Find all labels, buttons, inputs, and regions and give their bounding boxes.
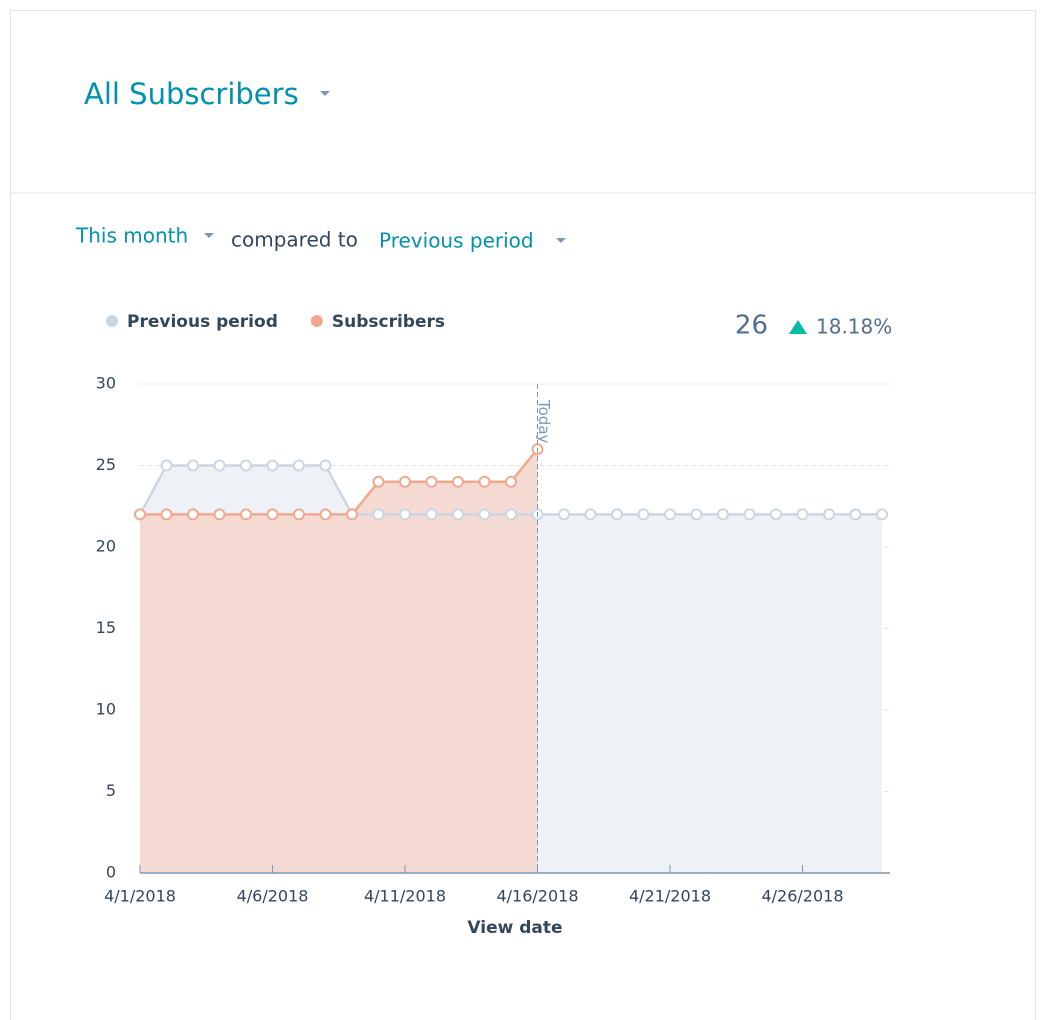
point	[160, 508, 173, 521]
point	[876, 508, 888, 521]
summary-total: 26	[735, 311, 768, 341]
area	[140, 449, 538, 873]
compared-label: compared to	[231, 228, 358, 252]
point	[134, 508, 146, 521]
caret[interactable]	[320, 91, 330, 96]
x-tick-label: 4/11/2018	[364, 887, 446, 906]
card	[10, 10, 1036, 1020]
up-arrow	[789, 320, 807, 334]
y-tick-label: 25	[96, 455, 116, 474]
point	[425, 508, 438, 521]
point	[823, 508, 835, 521]
point	[372, 475, 385, 488]
point	[187, 459, 199, 472]
y-tick-label: 5	[106, 781, 116, 800]
y-tick-label: 0	[106, 863, 116, 882]
point	[399, 508, 411, 521]
point	[796, 508, 809, 521]
legend-marker	[310, 315, 323, 327]
line	[140, 448, 539, 516]
legend-marker	[106, 315, 118, 327]
point	[213, 508, 226, 521]
point	[187, 508, 199, 521]
point	[584, 508, 597, 521]
y-tick-label: 30	[96, 374, 116, 393]
point	[293, 459, 305, 472]
y-tick-label: 20	[96, 537, 116, 556]
point	[743, 508, 756, 521]
comparison-filter[interactable]: Previous period	[379, 229, 534, 253]
point	[346, 508, 358, 521]
y-tick-label: 15	[96, 618, 116, 637]
point	[240, 508, 252, 521]
point	[611, 508, 623, 521]
point	[240, 459, 252, 472]
x-tick-label: 4/26/2018	[761, 887, 843, 906]
point	[213, 459, 226, 472]
caret[interactable]	[556, 238, 566, 243]
point	[505, 475, 517, 488]
x-axis-label: View date	[467, 918, 562, 938]
point	[319, 459, 332, 472]
point	[690, 508, 703, 521]
period-filter[interactable]: This month	[75, 224, 188, 248]
point	[849, 508, 862, 521]
title[interactable]: All Subscribers	[84, 77, 299, 111]
point	[664, 508, 676, 521]
x-tick-label: 4/1/2018	[104, 887, 176, 906]
today-label: Today	[535, 399, 553, 444]
point	[478, 508, 491, 521]
point	[478, 475, 491, 488]
point	[293, 508, 305, 521]
point	[770, 508, 782, 521]
x-tick-label: 4/16/2018	[496, 887, 578, 906]
x-tick-label: 4/6/2018	[237, 887, 309, 906]
point	[452, 475, 464, 488]
point	[505, 508, 517, 521]
point	[452, 508, 464, 521]
caret[interactable]	[204, 233, 214, 238]
y-tick-label: 10	[96, 700, 116, 719]
legend-label: Previous period	[127, 312, 278, 332]
point	[319, 508, 332, 521]
point	[717, 508, 729, 521]
x-tick-label: 4/21/2018	[629, 887, 711, 906]
point	[558, 508, 570, 521]
summary-change: 18.18%	[816, 315, 892, 339]
point	[399, 475, 411, 488]
point	[266, 459, 279, 472]
legend-label: Subscribers	[332, 312, 445, 332]
point	[372, 508, 385, 521]
point	[266, 508, 279, 521]
point	[637, 508, 650, 521]
point	[160, 459, 173, 472]
point	[425, 475, 438, 488]
